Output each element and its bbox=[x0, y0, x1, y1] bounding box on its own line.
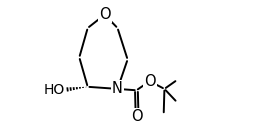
Text: O: O bbox=[99, 7, 110, 22]
Text: N: N bbox=[112, 81, 123, 96]
Text: O: O bbox=[144, 74, 156, 89]
Text: O: O bbox=[131, 109, 143, 124]
Text: HO: HO bbox=[43, 83, 64, 97]
